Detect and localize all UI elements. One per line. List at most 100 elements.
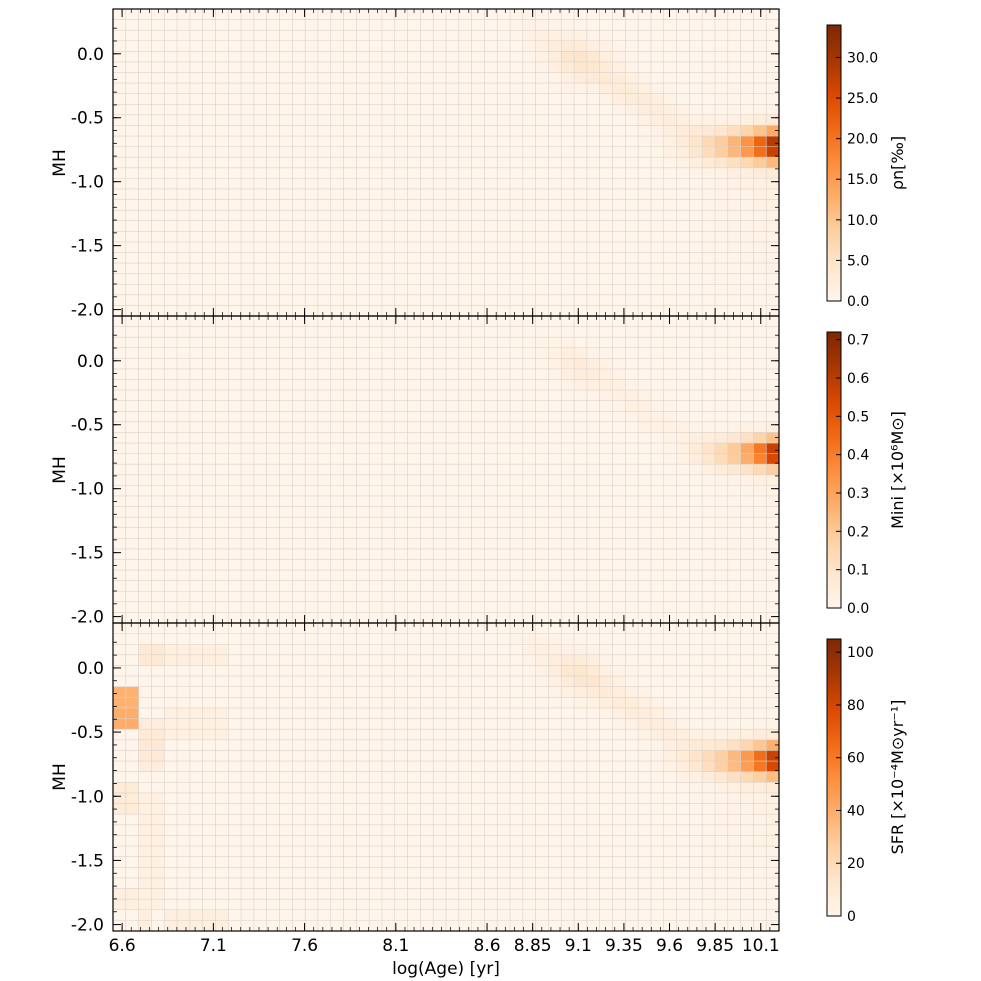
- heat-cell: [650, 750, 665, 762]
- heat-cell: [471, 83, 485, 95]
- heat-cell: [253, 83, 268, 95]
- heat-cell: [369, 739, 383, 751]
- heat-cell: [740, 580, 754, 592]
- heat-cell: [113, 9, 127, 20]
- heat-cell: [394, 210, 408, 222]
- heat-cell: [407, 548, 421, 560]
- heat-cell: [433, 623, 447, 635]
- heat-cell: [189, 559, 204, 571]
- heat-cell: [292, 824, 306, 836]
- heat-cell: [612, 400, 626, 412]
- heat-cell: [266, 231, 280, 243]
- heat-cell: [202, 104, 216, 116]
- heat-cell: [689, 379, 703, 391]
- heat-cell: [381, 61, 396, 73]
- heat-cell: [202, 136, 216, 148]
- heat-cell: [561, 485, 575, 497]
- heat-cell: [535, 125, 549, 137]
- heat-cell: [497, 782, 511, 794]
- heat-cell: [612, 485, 626, 497]
- heat-cell: [433, 686, 447, 698]
- heat-cell: [369, 856, 383, 868]
- heat-cell: [177, 485, 191, 497]
- heat-cell: [125, 782, 140, 794]
- heat-cell: [740, 920, 754, 931]
- heat-cell: [714, 538, 729, 550]
- heat-cell: [305, 697, 319, 709]
- heat-cell: [407, 51, 421, 63]
- heat-cell: [407, 326, 421, 338]
- heat-cell: [317, 199, 332, 211]
- heat-cell: [138, 210, 152, 222]
- heat-cell: [317, 72, 332, 84]
- heat-cell: [702, 136, 716, 148]
- heat-cell: [266, 877, 280, 889]
- heat-cell: [266, 443, 280, 455]
- heat-cell: [317, 824, 332, 836]
- heat-cell: [330, 199, 344, 211]
- heat-cell: [548, 368, 562, 380]
- heat-cell: [702, 178, 716, 190]
- heat-cell: [189, 316, 204, 327]
- heat-cell: [407, 252, 421, 264]
- heat-cell: [177, 580, 191, 592]
- heat-cell: [727, 920, 741, 931]
- heat-cell: [330, 824, 344, 836]
- heat-cell: [471, 210, 485, 222]
- heat-cell: [574, 644, 588, 656]
- heat-cell: [561, 136, 575, 148]
- heat-cell: [292, 856, 306, 868]
- heat-cell: [177, 761, 191, 773]
- heat-cell: [369, 527, 383, 539]
- heat-cell: [420, 729, 434, 741]
- heat-cell: [394, 654, 408, 666]
- heat-cell: [305, 273, 319, 285]
- heat-cell: [138, 241, 152, 253]
- heat-cell: [343, 782, 357, 794]
- heat-cell: [189, 411, 204, 423]
- heat-cell: [381, 284, 396, 296]
- heat-cell: [625, 443, 639, 455]
- heat-cell: [407, 729, 421, 741]
- heat-cell: [228, 30, 242, 42]
- heat-cell: [753, 580, 767, 592]
- heat-cell: [458, 294, 473, 306]
- heat-cell: [689, 83, 703, 95]
- heat-cell: [420, 51, 434, 63]
- heat-cell: [484, 920, 498, 931]
- heat-cell: [125, 654, 140, 666]
- heat-cell: [305, 294, 319, 306]
- heat-cell: [420, 93, 434, 105]
- heat-cell: [138, 220, 152, 232]
- heat-cell: [177, 51, 191, 63]
- heat-cell: [317, 888, 332, 900]
- heat-cell: [407, 750, 421, 762]
- heat-cell: [177, 517, 191, 529]
- heat-cell: [343, 739, 357, 751]
- heat-cell: [305, 326, 319, 338]
- heat-cell: [125, 846, 140, 858]
- heat-cell: [343, 814, 357, 826]
- heat-cell: [561, 284, 575, 296]
- heat-cell: [330, 559, 344, 571]
- heat-cell: [356, 316, 370, 327]
- heat-cell: [458, 9, 473, 20]
- heat-cell: [433, 548, 447, 560]
- heat-cell: [317, 337, 332, 349]
- heat-cell: [650, 178, 665, 190]
- heat-cell: [369, 538, 383, 550]
- heat-cell: [241, 104, 255, 116]
- heat-cell: [433, 739, 447, 751]
- heat-cell: [625, 867, 639, 879]
- heat-cell: [548, 443, 562, 455]
- heat-cell: [138, 909, 152, 921]
- heat-cell: [343, 686, 357, 698]
- heat-cell: [433, 241, 447, 253]
- heat-cell: [369, 358, 383, 370]
- heat-cell: [574, 654, 588, 666]
- heat-cell: [215, 835, 229, 847]
- heat-cell: [522, 580, 537, 592]
- heat-cell: [561, 888, 575, 900]
- heat-cell: [394, 485, 408, 497]
- heat-cell: [369, 771, 383, 783]
